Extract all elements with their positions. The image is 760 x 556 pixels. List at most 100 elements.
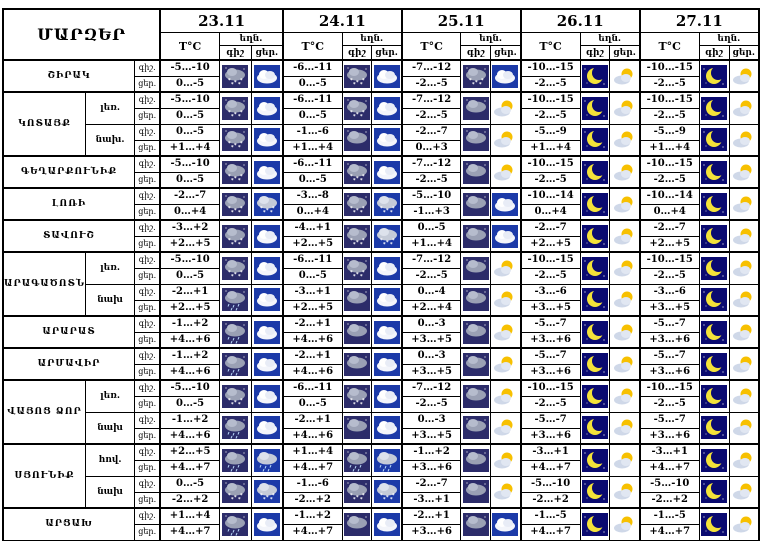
night-weather-icon <box>460 507 492 541</box>
svg-text:*: * <box>231 497 234 503</box>
night-weather-icon: * * * * * <box>341 251 373 285</box>
night-weather-icon <box>698 283 730 317</box>
day-temperature: 0…+3 <box>400 139 462 157</box>
svg-text:*: * <box>386 208 389 214</box>
sun-cloud-icon <box>730 416 757 440</box>
moon-clear-icon <box>581 352 608 376</box>
night-weather-icon <box>460 475 492 509</box>
svg-text:*: * <box>234 208 237 214</box>
day-temperature: +3…+5 <box>400 427 462 445</box>
svg-text:*: * <box>350 238 353 244</box>
svg-text:*: * <box>231 274 234 280</box>
day-weather-icon <box>250 347 284 381</box>
night-temperature: -3…-6 <box>638 283 700 301</box>
moon-clear-icon <box>581 160 608 184</box>
cloud-night-icon <box>344 512 370 536</box>
cloud-snow-night-icon: * * * * * <box>344 96 370 120</box>
day-temperature: -2…+2 <box>159 491 220 509</box>
day-temperature: +1…+4 <box>400 235 462 253</box>
region-name: ԱՐՑԱԽ <box>2 507 136 541</box>
night-temperature: -3…+1 <box>281 283 343 301</box>
night-label: գիշ. <box>134 219 161 237</box>
cloudiness-header: եղն. <box>341 32 403 46</box>
cloud-night-icon <box>462 480 489 504</box>
moon-clear-icon <box>581 448 608 472</box>
night-temperature: -5…-7 <box>519 347 581 365</box>
night-temperature: -10…-15 <box>519 59 581 77</box>
cloud-day-icon <box>253 288 280 312</box>
night-temperature: -3…+1 <box>638 443 700 461</box>
moon-clear-icon <box>581 192 608 216</box>
moon-clear-icon <box>701 288 728 312</box>
day-weather-icon <box>250 251 284 285</box>
day-weather-icon <box>250 315 284 349</box>
svg-text:*: * <box>263 210 266 216</box>
day-weather-icon <box>728 507 760 541</box>
day-temperature: +3…+6 <box>638 331 700 349</box>
night-header: գիշ <box>218 45 252 61</box>
cloud-day-icon <box>253 384 280 408</box>
sun-cloud-icon <box>492 320 519 344</box>
svg-text:*: * <box>260 206 263 212</box>
day-weather-icon <box>371 347 403 381</box>
svg-text:*: * <box>386 240 389 246</box>
sun-cloud-icon <box>730 128 757 152</box>
sun-cloud-icon <box>611 64 638 88</box>
svg-text:*: * <box>240 238 243 244</box>
day-weather-icon <box>728 379 760 413</box>
svg-text:*: * <box>390 210 393 216</box>
day-temperature: 0…-5 <box>281 75 343 93</box>
sun-cloud-icon <box>730 96 757 120</box>
day-weather-icon <box>490 155 522 189</box>
moon-clear-icon <box>581 96 608 120</box>
svg-text:*: * <box>231 178 234 184</box>
day-temperature: +3…+6 <box>400 523 462 541</box>
day-weather-icon: * * * * * <box>371 219 403 253</box>
night-weather-icon: * * * * * <box>341 155 373 189</box>
temperature-header: T°C <box>281 32 343 61</box>
day-temperature: -2…+2 <box>281 491 343 509</box>
svg-text:*: * <box>360 497 363 503</box>
svg-text:*: * <box>266 208 269 214</box>
moon-clear-icon <box>701 480 728 504</box>
day-label: ցեր. <box>134 395 161 413</box>
cloud-day-icon <box>253 352 280 376</box>
night-weather-icon <box>579 123 611 157</box>
night-weather-icon <box>341 283 373 317</box>
temperature-header: T°C <box>400 32 462 61</box>
night-label: գիշ. <box>134 507 161 525</box>
svg-text:*: * <box>231 114 234 120</box>
svg-text:*: * <box>356 80 359 86</box>
day-temperature: -2…-5 <box>638 395 700 413</box>
svg-text:*: * <box>353 114 356 120</box>
cloud-night-icon <box>344 288 370 312</box>
night-weather-icon <box>698 315 730 349</box>
day-header: ցեր. <box>728 45 760 61</box>
svg-text:*: * <box>240 206 243 212</box>
day-weather-icon <box>250 283 284 317</box>
svg-text:*: * <box>228 238 231 244</box>
day-weather-icon <box>250 59 284 93</box>
night-temperature: -6…-11 <box>281 155 343 173</box>
day-temperature: +4…+7 <box>519 523 581 541</box>
night-temperature: -5…-10 <box>638 475 700 493</box>
day-temperature: -2…+2 <box>638 491 700 509</box>
night-weather-icon <box>460 411 492 445</box>
night-weather-icon <box>460 283 492 317</box>
cloud-day-icon <box>253 224 280 248</box>
subregion-name: հով. <box>85 443 136 477</box>
night-weather-icon <box>341 123 373 157</box>
cloud-snow-night-icon: * * * * * <box>222 160 249 184</box>
sun-cloud-icon <box>492 352 519 376</box>
night-weather-icon <box>460 155 492 189</box>
day-temperature: -2…-5 <box>638 171 700 189</box>
cloud-day-icon <box>492 512 519 536</box>
region-name: ԼՈՌԻ <box>2 187 136 221</box>
cloud-night-icon <box>462 160 489 184</box>
night-header: գիշ <box>698 45 730 61</box>
day-temperature: +2…+5 <box>281 299 343 317</box>
day-temperature: +2…+4 <box>400 299 462 317</box>
moon-clear-icon <box>701 320 728 344</box>
day-weather-icon <box>250 379 284 413</box>
sun-cloud-icon <box>611 96 638 120</box>
